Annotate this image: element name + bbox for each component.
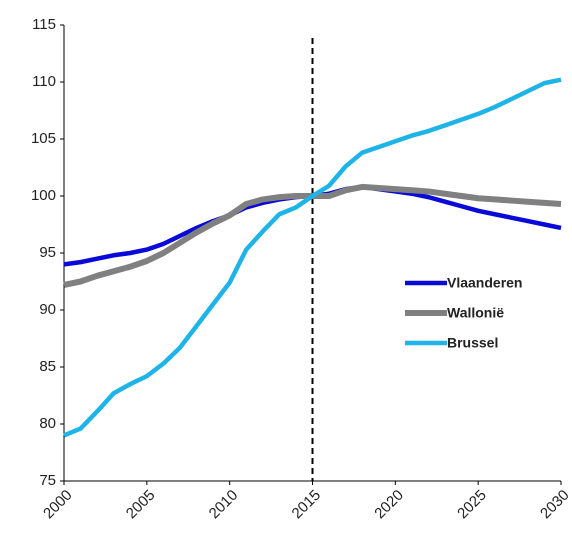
x-tick-label: 2015 — [289, 487, 325, 523]
y-tick-label: 115 — [32, 16, 56, 33]
x-tick-label: 2020 — [371, 487, 407, 523]
legend-label: Brussel — [447, 335, 498, 351]
x-tick-label: 2005 — [123, 487, 159, 523]
x-tick-label: 2025 — [454, 487, 490, 523]
x-tick-label: 2000 — [40, 487, 76, 523]
y-tick-label: 80 — [39, 415, 56, 432]
series-line — [63, 77, 562, 438]
legend-label: Vlaanderen — [447, 275, 522, 291]
y-tick-label: 100 — [31, 187, 56, 204]
y-tick-label: 105 — [31, 130, 56, 147]
legend-label: Wallonië — [447, 305, 504, 321]
y-tick-label: 75 — [39, 472, 56, 489]
x-tick-label: 2030 — [537, 487, 572, 523]
y-tick-label: 85 — [39, 358, 56, 375]
y-tick-label: 110 — [32, 73, 56, 90]
x-tick-label: 2010 — [206, 487, 242, 523]
y-tick-label: 95 — [39, 244, 56, 261]
y-tick-label: 90 — [39, 301, 56, 318]
